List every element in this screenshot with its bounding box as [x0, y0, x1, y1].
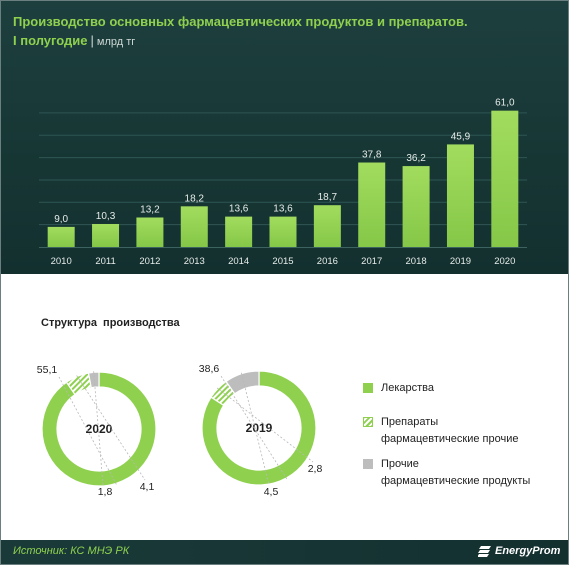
segment-other-products: [225, 370, 260, 395]
x-tick-label: 2013: [184, 256, 205, 267]
leader-line: [241, 372, 270, 486]
source-label: Источник: КС МНЭ РК: [13, 545, 130, 557]
bar-2014: [225, 216, 253, 247]
bar-value-label: 61,0: [495, 98, 515, 109]
donut-value-label: 1,8: [98, 486, 113, 498]
donut-value-label: 38,6: [199, 363, 220, 375]
x-tick-label: 2015: [272, 256, 293, 267]
leader-line: [93, 371, 104, 486]
bar-marks: 9,0 2010 10,3 2011 13,2 2012 18,2 2013 13,6 2014 1…: [47, 98, 519, 267]
bar-value-label: 36,2: [406, 153, 426, 164]
bar-value-label: 37,8: [362, 150, 382, 161]
legend-label-other-preparations-2: фармацевтические прочие: [381, 433, 519, 445]
bar-2010: [47, 226, 75, 247]
x-tick-label: 2019: [450, 256, 471, 267]
bar-2012: [136, 217, 164, 247]
x-tick-label: 2017: [361, 256, 382, 267]
x-tick-label: 2018: [406, 256, 427, 267]
leader-line: [216, 387, 314, 463]
x-tick-label: 2012: [139, 256, 160, 267]
legend-label-medicines: Лекарства: [381, 382, 435, 394]
footer-bar: Источник: КС МНЭ РК EnergyProm: [1, 540, 568, 564]
x-tick-label: 2016: [317, 256, 338, 267]
legend-label-other-products-1: Прочие: [381, 458, 419, 470]
bar-value-label: 45,9: [451, 131, 471, 142]
legend-swatch-medicines: [363, 383, 373, 393]
chart-subtitle: I полугодие | млрд тг: [13, 33, 135, 48]
segment-medicines: [41, 371, 157, 487]
legend-swatch-other-products: [363, 459, 373, 469]
bar-value-label: 10,3: [96, 211, 116, 222]
energyprom-logo: EnergyProm: [478, 544, 560, 560]
bar-2019: [446, 144, 474, 247]
legend-label-other-products-2: фармацевтические продукты: [381, 475, 531, 487]
x-tick-label: 2014: [228, 256, 249, 267]
donut-value-label: 2,8: [308, 463, 323, 475]
bar-2011: [92, 223, 120, 247]
segment-medicines: [201, 370, 317, 486]
bar-2017: [358, 162, 386, 247]
bar-2018: [402, 166, 430, 247]
legend-label-other-preparations-1: Препараты: [381, 416, 439, 428]
unit-label: млрд тг: [96, 36, 136, 48]
x-tick-label: 2010: [51, 256, 72, 267]
logo-mark-icon: [478, 546, 491, 557]
chart-title: Производство основных фармацевтических п…: [13, 14, 468, 29]
donut-value-label: 55,1: [37, 364, 58, 376]
donut-center-label: 2020: [86, 422, 113, 436]
title-separator: |: [90, 33, 94, 48]
bar-value-label: 18,2: [185, 193, 205, 204]
logo-text: EnergyProm: [495, 545, 561, 557]
bar-2013: [180, 206, 208, 247]
bar-grid: [39, 112, 527, 248]
pie-section-title: Структура производства: [41, 317, 180, 329]
period-label: I полугодие: [13, 33, 88, 48]
x-tick-label: 2020: [494, 256, 515, 267]
leader-line: [220, 375, 288, 480]
bar-value-label: 18,7: [318, 192, 338, 203]
bar-value-label: 13,2: [140, 204, 160, 215]
bar-2020: [491, 110, 519, 247]
legend-swatch-other-preparations: [363, 417, 373, 427]
donut-value-label: 4,5: [264, 486, 279, 498]
leader-line: [58, 376, 117, 485]
bar-chart: 9,0 2010 10,3 2011 13,2 2012 18,2 2013 13,6 2014 1…: [39, 98, 527, 267]
donut-value-label: 4,1: [140, 481, 155, 493]
bar-value-label: 9,0: [54, 214, 68, 225]
bar-value-label: 13,6: [229, 204, 249, 215]
leader-line: [76, 375, 146, 481]
bar-2016: [313, 205, 341, 247]
bar-value-label: 13,6: [273, 204, 293, 215]
x-tick-label: 2011: [95, 256, 115, 267]
segment-other-products: [87, 371, 100, 389]
bar-2015: [269, 216, 297, 247]
